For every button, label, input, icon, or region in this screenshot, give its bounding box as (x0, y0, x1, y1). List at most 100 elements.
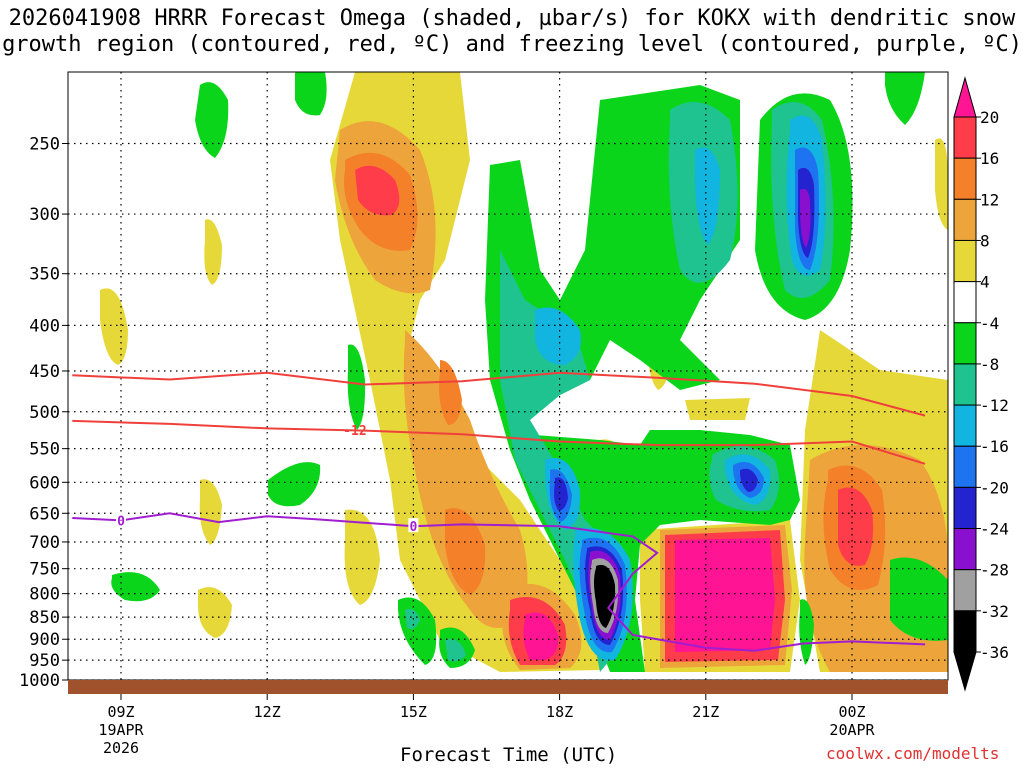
y-tick-label: 500 (29, 403, 60, 423)
colorbar-swatch (953, 157, 977, 200)
omega-fill-upward (100, 288, 128, 365)
colorbar-label: -20 (980, 478, 1009, 497)
dendritic-contour-line (72, 371, 926, 417)
x-tick-label: 12Z (254, 703, 281, 721)
chart-title: 2026041908 HRRR Forecast Omega (shaded, … (0, 6, 1024, 58)
colorbar-label: 20 (980, 108, 999, 127)
colorbar-label: 12 (980, 190, 999, 209)
y-tick-label: 1000 (19, 671, 60, 691)
omega-fill-downward (740, 468, 758, 492)
omega-fill-downward (111, 572, 160, 602)
y-tick-label: 550 (29, 440, 60, 460)
colorbar-label: -36 (980, 643, 1009, 662)
colorbar-label: -12 (980, 396, 1009, 415)
omega-fill-upward (198, 587, 232, 638)
colorbar-label: 4 (980, 273, 990, 292)
colorbar-swatch (953, 445, 977, 488)
omega-fill-downward (347, 344, 366, 430)
colorbar-swatch (953, 610, 977, 653)
omega-fill-upward (403, 330, 528, 628)
omega-fill-downward (268, 462, 321, 507)
colorbar-swatch (953, 528, 977, 571)
colorbar-swatch (953, 322, 977, 365)
freezing-label-bg (408, 518, 419, 533)
omega-fill-downward (600, 448, 612, 467)
watermark: coolwx.com/modelts (826, 744, 1000, 763)
y-tick-label: 800 (29, 585, 60, 605)
x-tick-label: 21Z (692, 703, 719, 721)
omega-fill-downward (799, 599, 814, 665)
omega-fill-upward (199, 479, 222, 545)
x-tick-date: 19APR (98, 721, 144, 739)
y-tick-label: 350 (29, 265, 60, 285)
y-tick-label: 600 (29, 473, 60, 493)
colorbar-swatch (953, 486, 977, 530)
colorbar-swatch (953, 116, 977, 159)
omega-fill-upward (675, 538, 775, 652)
omega-fill-upward (935, 138, 948, 230)
y-tick-label: 450 (29, 362, 60, 382)
omega-fill-upward (445, 508, 486, 595)
y-tick-label: 300 (29, 205, 60, 225)
omega-fill-upward (344, 509, 380, 605)
omega-fill-upward (685, 398, 750, 420)
y-tick-label: 400 (29, 316, 60, 336)
colorbar-label: 16 (980, 149, 999, 168)
dendritic-contour-line (72, 419, 926, 465)
colorbar-swatch (953, 281, 977, 324)
colorbar-label: -4 (980, 314, 999, 333)
y-tick-label: 750 (29, 560, 60, 580)
omega-fill-downward (445, 639, 466, 662)
dendritic-contour-label: -12 (343, 424, 366, 439)
omega-fill-downward (195, 82, 229, 158)
omega-fill-upward (439, 360, 462, 425)
freezing-level-contour-line (72, 512, 926, 652)
x-tick-date: 20APR (829, 721, 875, 739)
y-tick-label: 850 (29, 608, 60, 628)
omega-fill-downward (594, 564, 616, 628)
colorbar-swatch (953, 239, 977, 283)
colorbar-label: -28 (980, 561, 1009, 580)
title-line-2: growth region (contoured, red, ºC) and f… (2, 32, 1022, 57)
omega-fill-downward (800, 188, 811, 248)
x-tick-label: 09Z (107, 703, 134, 721)
colorbar-swatch (953, 363, 977, 406)
colorbar-bottom-arrow (953, 651, 977, 692)
freezing-contour-label: 0 (117, 514, 125, 529)
x-tick-year: 2026 (103, 739, 139, 757)
colorbar-swatch (953, 569, 977, 612)
omega-fill-upward (523, 612, 559, 660)
omega-fill-downward (535, 307, 581, 365)
omega-fill-downward (405, 608, 420, 629)
colorbar-top-arrow (953, 76, 977, 118)
y-tick-label: 700 (29, 533, 60, 553)
omega-fill-downward (885, 72, 925, 125)
omega-fill-upward (838, 487, 874, 566)
y-tick-label: 950 (29, 651, 60, 671)
omega-fill-downward (695, 147, 720, 245)
y-tick-label: 650 (29, 504, 60, 524)
colorbar-label: 8 (980, 231, 990, 250)
omega-fill-downward (554, 477, 568, 511)
omega-fill-upward (355, 165, 400, 216)
x-tick-label: 18Z (546, 703, 573, 721)
title-line-1: 2026041908 HRRR Forecast Omega (shaded, … (8, 6, 1016, 31)
ground-surface (68, 680, 948, 694)
omega-fill-upward (204, 219, 222, 285)
omega-fill-downward (295, 72, 327, 116)
colorbar-swatch (953, 404, 977, 447)
y-tick-label: 250 (29, 135, 60, 155)
freezing-label-bg (116, 512, 126, 527)
colorbar-label: -16 (980, 437, 1009, 456)
colorbar-label: -8 (980, 355, 999, 374)
colorbar-label: -24 (980, 520, 1009, 539)
colorbar-swatch (953, 198, 977, 241)
x-tick-label: 15Z (400, 703, 427, 721)
x-axis-label: Forecast Time (UTC) (400, 744, 618, 766)
freezing-contour-label: 0 (409, 520, 417, 535)
omega-fill-downward (890, 557, 948, 641)
y-tick-label: 900 (29, 630, 60, 650)
colorbar-label: -32 (980, 602, 1009, 621)
x-tick-label: 00Z (838, 703, 865, 721)
